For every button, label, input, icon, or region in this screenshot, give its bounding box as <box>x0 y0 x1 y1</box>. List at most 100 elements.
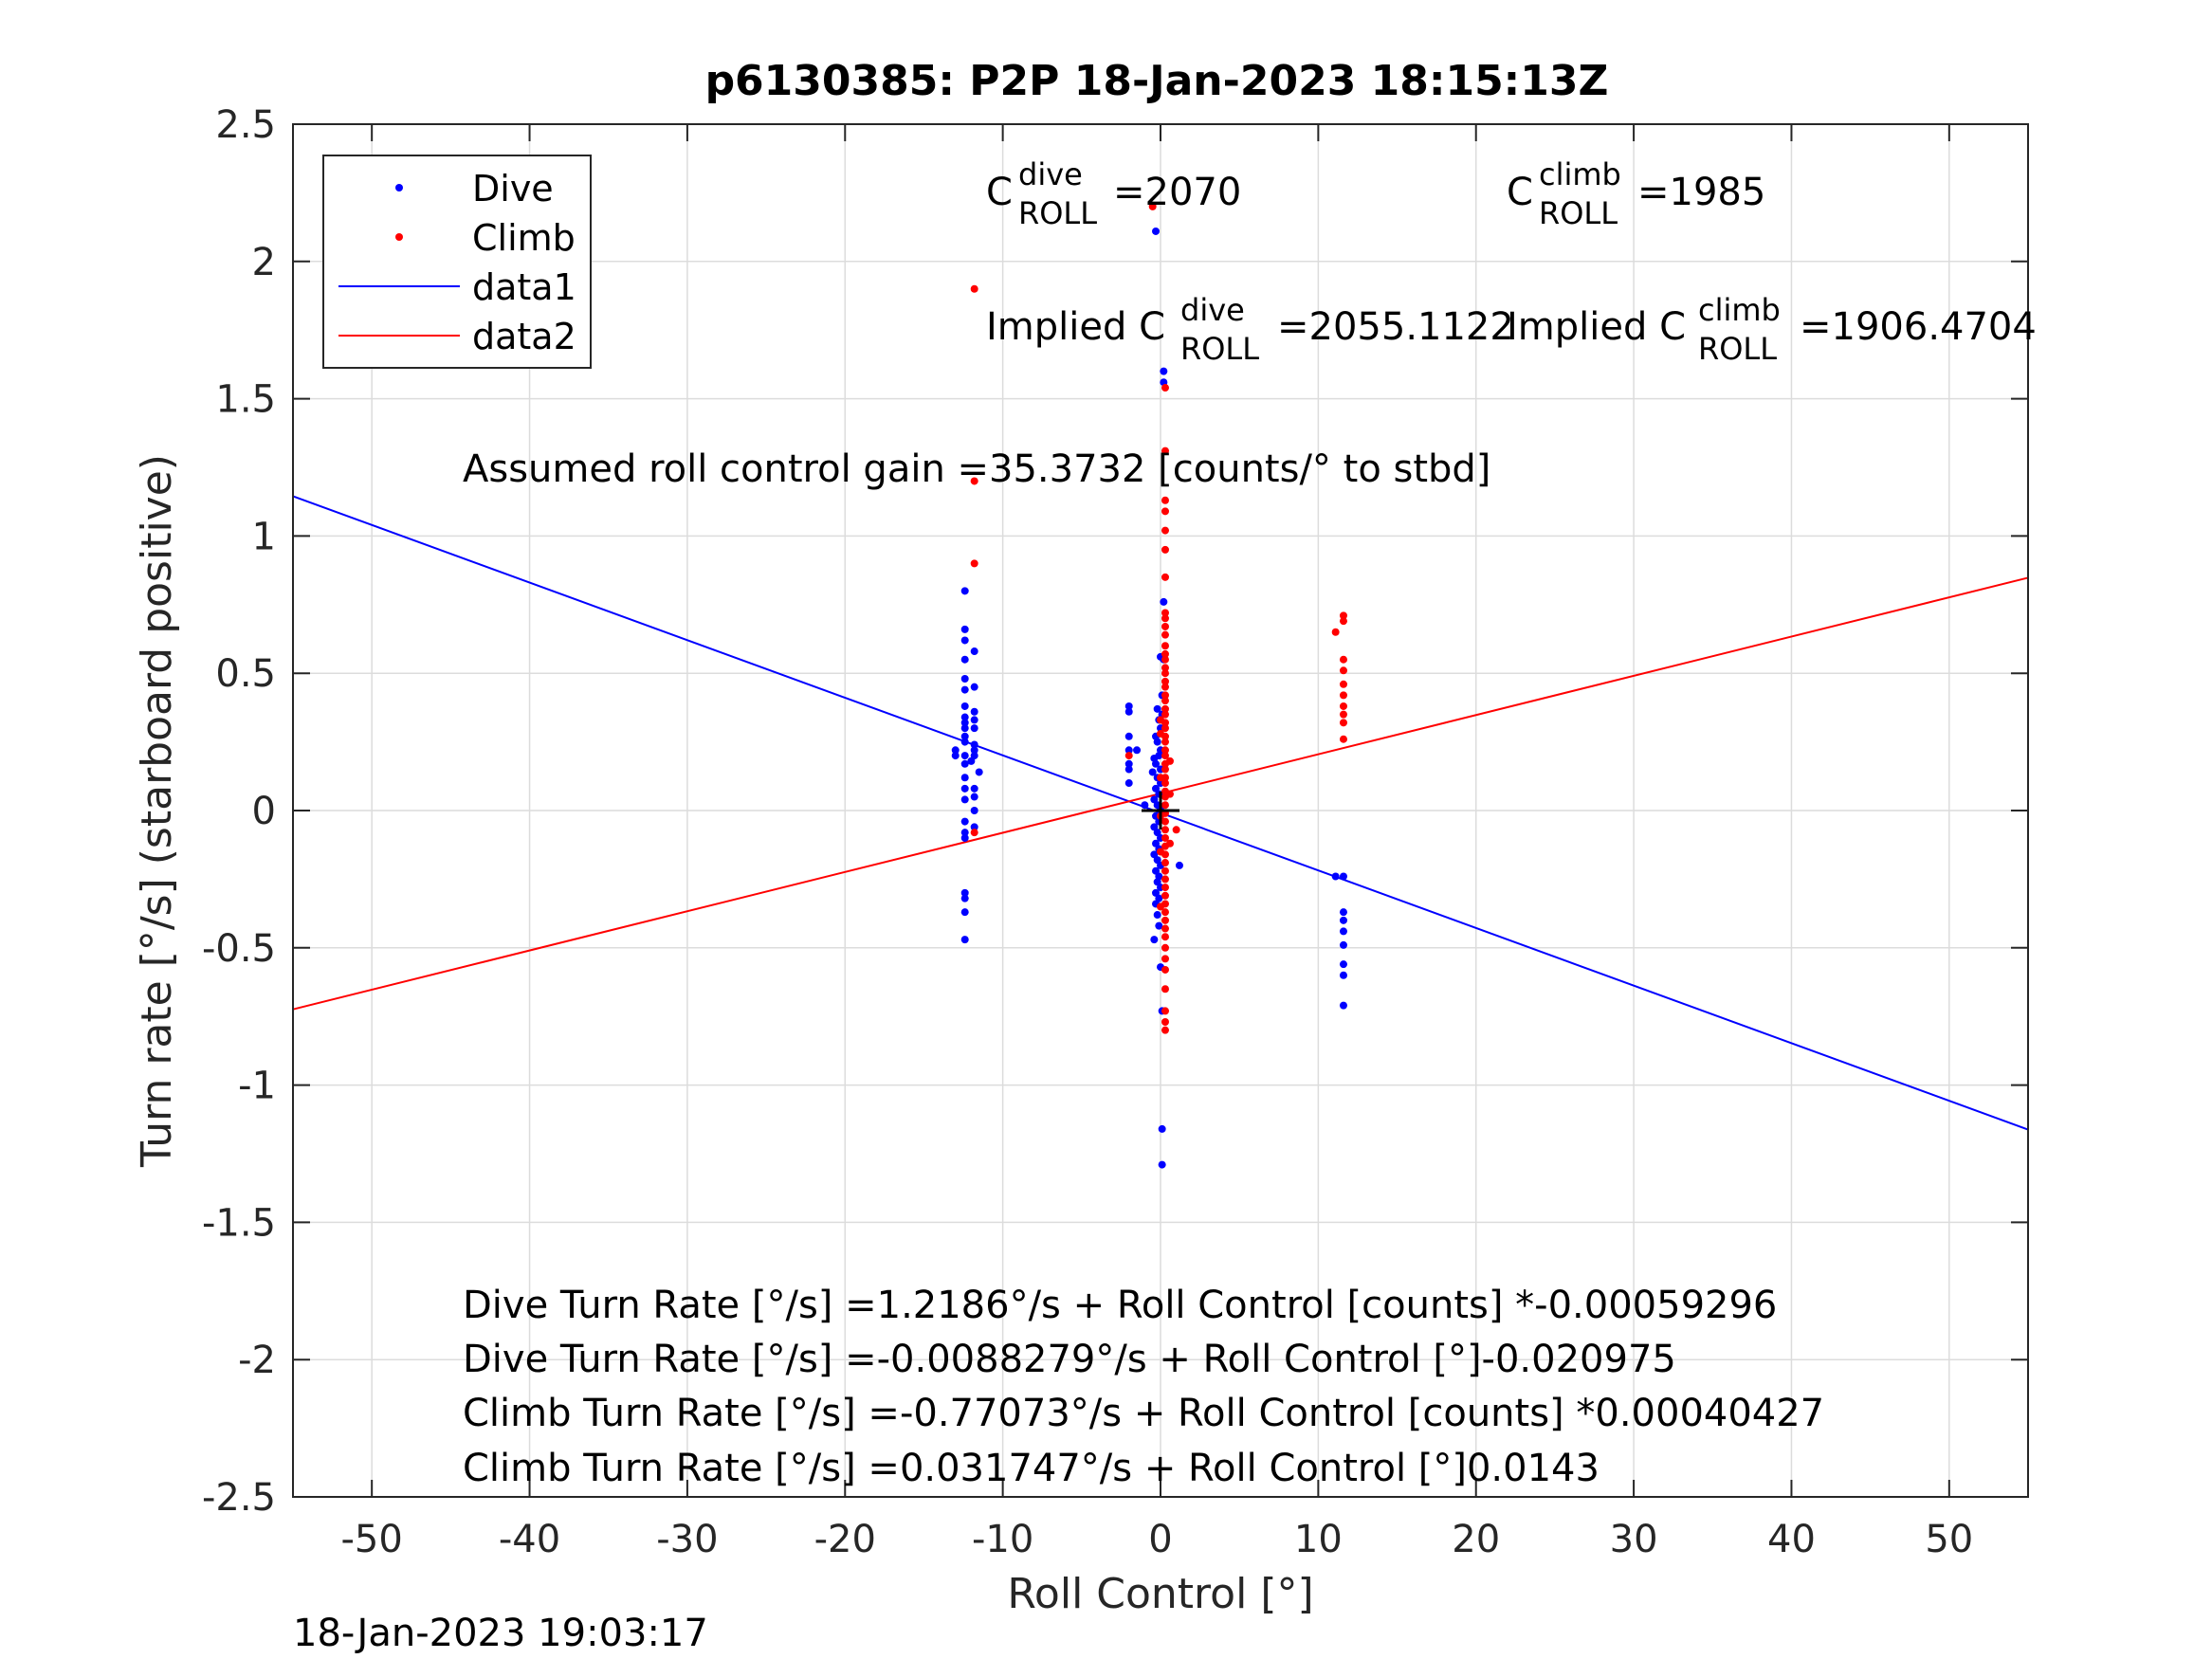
point-dive <box>960 894 969 902</box>
point-dive <box>960 674 969 683</box>
point-climb <box>1339 617 1347 626</box>
point-dive <box>1158 1124 1166 1133</box>
x-tick-label: 0 <box>1148 1518 1172 1561</box>
implied-dive-sub: ROLL <box>1180 331 1259 367</box>
point-climb <box>970 284 978 293</box>
point-dive <box>1141 801 1149 810</box>
y-axis-label: Turn rate [°/s] (starboard positive) <box>133 454 181 1168</box>
point-climb <box>1161 630 1169 639</box>
point-dive <box>960 784 969 793</box>
point-dive <box>970 807 978 814</box>
point-dive <box>960 719 969 727</box>
point-dive <box>1153 878 1161 886</box>
point-climb <box>1161 933 1169 941</box>
point-climb <box>1161 573 1169 581</box>
point-dive <box>951 752 960 760</box>
point-climb <box>1161 817 1169 826</box>
fit-equation-dive-degrees: Dive Turn Rate [°/s] =-0.0088279°/s + Ro… <box>463 1338 1676 1381</box>
point-climb <box>1161 655 1169 664</box>
point-dive <box>1339 872 1347 881</box>
point-climb <box>1157 902 1164 911</box>
point-climb <box>1161 746 1169 755</box>
point-dive <box>1339 1001 1347 1010</box>
point-climb <box>1161 801 1169 810</box>
point-dive <box>960 888 969 897</box>
point-climb <box>1165 757 1174 765</box>
point-dive <box>1339 971 1347 979</box>
point-climb <box>1161 738 1169 746</box>
point-climb <box>1161 614 1169 623</box>
point-climb <box>1339 710 1347 719</box>
chart-title: p6130385: P2P 18-Jan-2023 18:15:13Z <box>705 57 1609 105</box>
point-dive <box>960 587 969 595</box>
point-climb <box>1161 545 1169 554</box>
point-dive <box>1339 960 1347 969</box>
point-dive <box>960 829 969 837</box>
point-climb <box>1161 943 1169 952</box>
y-tick-label: -2 <box>238 1339 276 1382</box>
point-climb <box>1161 985 1169 994</box>
point-climb <box>1161 704 1169 713</box>
implied-climb-prefix: Implied C <box>1507 305 1686 349</box>
point-dive <box>1331 872 1340 881</box>
point-dive <box>960 702 969 710</box>
legend-dive-marker <box>395 184 403 191</box>
point-climb <box>1161 710 1169 719</box>
c-dive-sup: dive <box>1018 156 1083 192</box>
point-dive <box>1175 861 1183 869</box>
point-dive <box>960 625 969 633</box>
point-climb <box>1161 507 1169 516</box>
y-tick-label: 1 <box>252 515 276 558</box>
c-climb-base: C <box>1507 171 1533 214</box>
c-climb-value: =1985 <box>1637 171 1765 214</box>
legend-dive-label: Dive <box>472 168 554 210</box>
point-dive <box>960 774 969 782</box>
legend-climb-label: Climb <box>472 217 576 259</box>
point-dive <box>960 724 969 733</box>
point-dive <box>1150 795 1159 804</box>
point-climb <box>1161 664 1169 672</box>
x-tick-label: 30 <box>1610 1518 1658 1561</box>
y-tick-label: 0.5 <box>215 652 276 696</box>
point-climb <box>1161 891 1169 900</box>
point-climb <box>1161 752 1169 760</box>
fit-equations: Dive Turn Rate [°/s] =1.2186°/s + Roll C… <box>463 1284 1824 1490</box>
point-climb <box>1161 884 1169 892</box>
point-dive <box>960 655 969 664</box>
fit-equation-climb-degrees: Climb Turn Rate [°/s] =0.031747°/s + Rol… <box>463 1447 1600 1490</box>
c-dive-value: =2070 <box>1113 171 1241 214</box>
point-dive <box>960 738 969 746</box>
point-climb <box>1161 697 1169 705</box>
point-dive <box>1124 765 1133 774</box>
point-dive <box>1124 732 1133 740</box>
point-climb <box>1331 628 1340 636</box>
point-dive <box>1153 738 1161 746</box>
point-climb <box>1172 826 1180 834</box>
point-dive <box>1133 746 1142 755</box>
point-climb <box>1161 916 1169 924</box>
x-tick-label: -30 <box>656 1518 718 1561</box>
scatter-points <box>951 202 1347 1169</box>
point-dive <box>970 683 978 691</box>
point-dive <box>1150 936 1159 944</box>
point-dive <box>1153 704 1161 713</box>
point-dive <box>970 823 978 831</box>
origin-marker <box>1142 792 1179 830</box>
point-climb <box>1161 609 1169 617</box>
x-tick-label: 50 <box>1925 1518 1973 1561</box>
y-tick-label: -2.5 <box>202 1476 276 1520</box>
point-climb <box>1339 735 1347 743</box>
point-climb <box>1161 649 1169 658</box>
point-climb <box>1161 965 1169 974</box>
point-dive <box>1124 707 1133 716</box>
point-climb <box>1157 774 1164 782</box>
point-dive <box>1124 759 1133 768</box>
footer-timestamp: 18-Jan-2023 19:03:17 <box>293 1612 708 1655</box>
point-dive <box>970 752 978 760</box>
implied-climb-value: =1906.4704 <box>1800 305 2037 349</box>
x-tick-label: -10 <box>972 1518 1033 1561</box>
point-dive <box>1124 746 1133 755</box>
point-dive <box>970 793 978 801</box>
point-climb <box>1161 826 1169 834</box>
